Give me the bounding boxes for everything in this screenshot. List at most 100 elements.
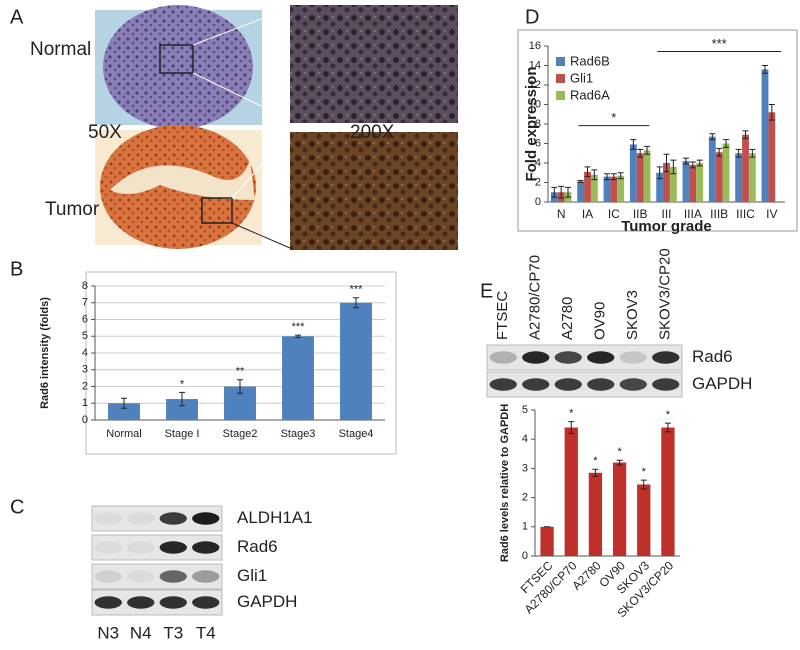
lane-label: SKOV3 [624, 290, 641, 340]
bar [629, 144, 637, 202]
blot-band [619, 378, 647, 391]
y-tick-label: 5 [82, 330, 88, 342]
y-tick-label: 6 [82, 313, 88, 325]
error-bar [682, 157, 689, 165]
blot-band [554, 378, 582, 391]
legend-label: Rad6A [570, 87, 610, 102]
error-bar [663, 153, 670, 173]
error-bar [551, 186, 558, 198]
error-bar [689, 161, 696, 169]
bar [166, 399, 198, 420]
blot-band [192, 570, 220, 583]
zoom-box [159, 44, 194, 74]
significance: * [666, 409, 671, 421]
error-bar [670, 159, 677, 175]
y-axis-title: Fold expression [523, 66, 540, 181]
lane-label: SKOV3/CP20 [657, 248, 674, 340]
bar [584, 171, 591, 202]
blot-band [192, 596, 220, 609]
bar [768, 112, 776, 202]
band-label: Rad6 [692, 347, 733, 366]
error-bar [709, 133, 716, 141]
panel-letter: A [10, 6, 24, 28]
error-bar [640, 479, 647, 490]
y-tick-label: 8 [82, 280, 88, 292]
x-tick-label: Stage3 [281, 428, 316, 440]
error-bar [591, 169, 598, 181]
blot-strip [486, 371, 683, 398]
error-bar [565, 186, 572, 198]
significance: *** [292, 321, 306, 333]
error-bar [735, 148, 742, 158]
error-bar [637, 148, 644, 158]
bar [590, 174, 598, 202]
y-tick-label: 0 [522, 550, 528, 562]
y-tick-label: 2 [535, 176, 541, 188]
error-bar [716, 147, 723, 157]
bar [617, 175, 625, 202]
zoom-line [192, 7, 291, 46]
error-bar [558, 185, 565, 199]
error-bar [664, 422, 671, 433]
x-tick-label: IC [608, 207, 620, 221]
y-tick-label: 7 [82, 297, 88, 309]
zoom-line [231, 222, 291, 249]
magnification: 50X [88, 122, 122, 143]
error-bar [644, 145, 651, 155]
blot-band [159, 541, 187, 554]
y-tick-label: 2 [522, 492, 528, 504]
lane-label: T4 [196, 623, 216, 642]
bar [340, 302, 372, 420]
band-label: ALDH1A1 [237, 508, 313, 527]
error-bar [179, 391, 185, 407]
legend-swatch [556, 74, 565, 83]
bar [715, 152, 723, 202]
error-bar [584, 166, 591, 178]
bar [643, 150, 651, 202]
blot-band [489, 378, 517, 391]
error-bar [237, 379, 243, 394]
significance: * [593, 455, 598, 467]
micrograph-zoom [290, 5, 458, 123]
error-bar [768, 104, 775, 121]
bar [689, 164, 697, 202]
blot-band [159, 512, 187, 525]
x-tick-label: IIIA [684, 207, 702, 221]
zoom-line [192, 72, 291, 121]
error-bar [749, 148, 756, 158]
blot-strip [486, 344, 683, 371]
error-bar [616, 459, 623, 466]
blot-band [587, 378, 615, 391]
blot-band [619, 351, 647, 364]
x-tick-label: Stage I [165, 428, 200, 440]
error-bar [295, 334, 301, 338]
blot-band [522, 351, 550, 364]
bar [663, 163, 670, 202]
y-tick-label: 4 [535, 157, 541, 169]
blot-band [127, 570, 155, 583]
lane-label: N3 [97, 623, 119, 642]
error-bar [656, 166, 663, 180]
lane-label: A2780/CP70 [527, 255, 544, 340]
x-tick-label: IIIC [736, 207, 755, 221]
panel-frame [517, 29, 798, 232]
x-tick-label: Stage4 [339, 428, 374, 440]
error-bar [577, 180, 584, 183]
blot-band [94, 512, 122, 525]
y-tick-label: 3 [522, 462, 528, 474]
blot-band [94, 541, 122, 554]
bar [682, 161, 690, 202]
y-tick-label: 14 [529, 59, 541, 71]
bar [669, 166, 677, 202]
micrograph-zoom [290, 132, 458, 250]
x-tick-label: IA [582, 207, 593, 221]
x-tick-label: III [661, 207, 671, 221]
panel-letter: D [525, 6, 539, 28]
panel-letter: B [10, 258, 23, 280]
error-bar [568, 421, 575, 434]
error-bar [121, 397, 127, 409]
y-tick-label: 1 [522, 521, 528, 533]
zoom-line [231, 132, 291, 199]
legend-label: Rad6B [570, 53, 610, 68]
